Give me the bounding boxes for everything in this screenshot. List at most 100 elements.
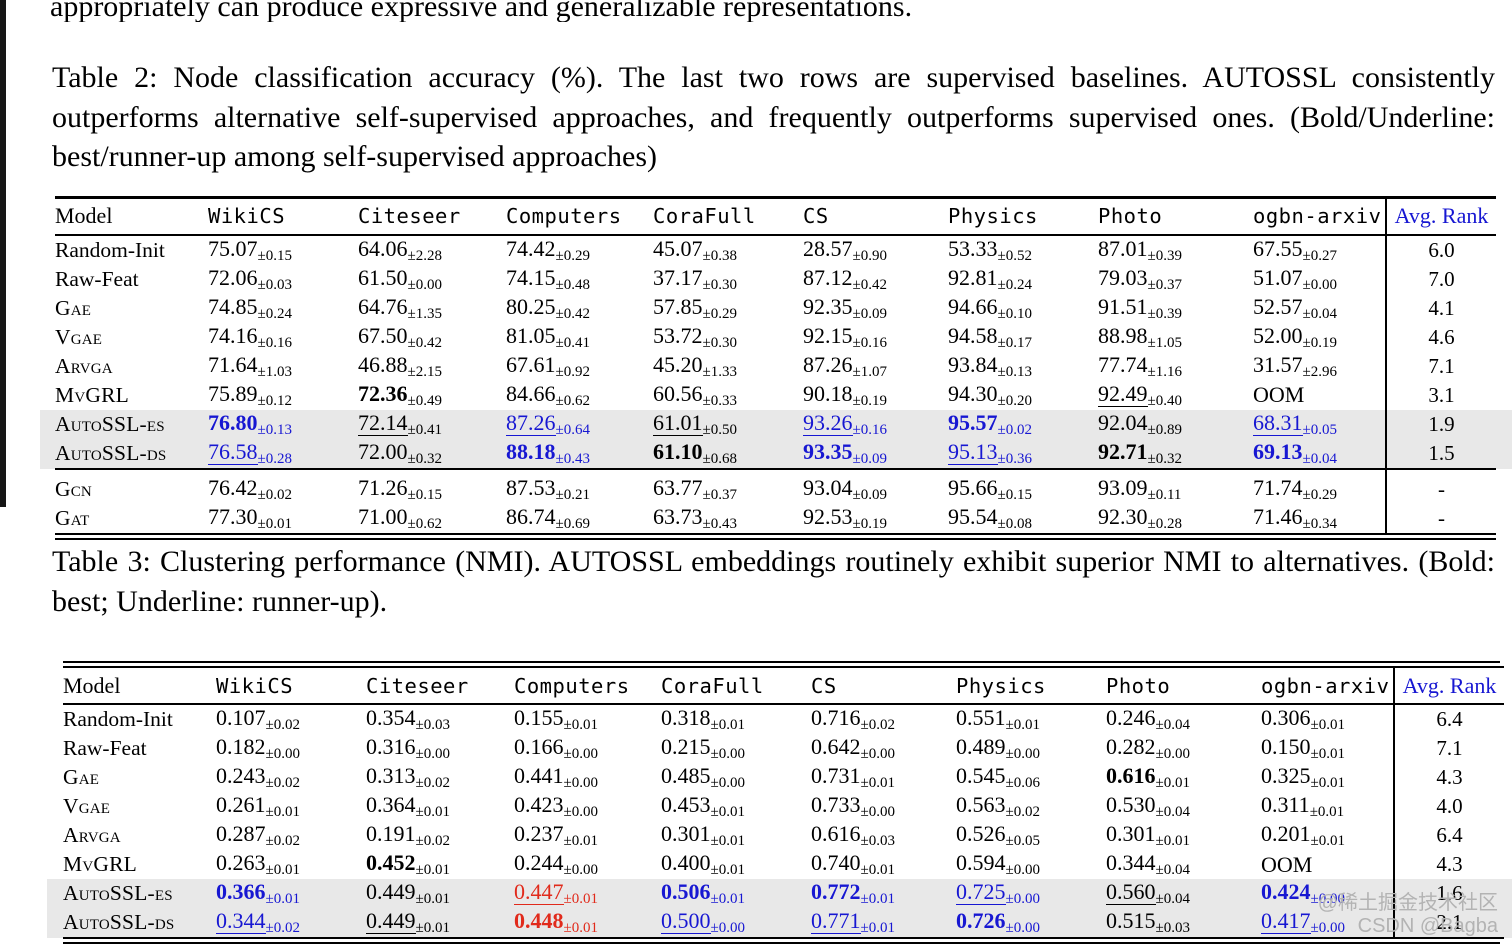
table2-header: Model WikiCS Citeseer Computers CoraFull CS Ph… [55,197,1496,236]
metric-cell: 69.13±0.04 [1253,438,1337,467]
metric-cell: 93.26±0.16 [803,409,887,438]
metric-cell: 75.07±0.15 [208,235,292,264]
metric-cell: OOM [1261,851,1313,877]
column-header-computers: Computers [514,667,661,705]
metric-cell: 87.53±0.21 [506,467,653,504]
metric-cell: 0.306±0.01 [1261,705,1345,734]
metric-cell: 0.366±0.01 [216,879,300,908]
model-name: AutoSSL-ds [55,440,167,465]
metric-cell: 95.13±0.36 [948,438,1032,467]
column-header-photo: Photo [1098,197,1253,236]
watermark-line1: @稀土掘金技术社区 [1317,892,1498,914]
header-row: Model WikiCS Citeseer Computers CoraFull CS Ph… [55,197,1496,236]
metric-cell: 0.155±0.01 [514,705,598,734]
model-name: Vgae [63,794,111,818]
metric-cell: 0.489±0.00 [956,734,1040,763]
metric-cell: 87.12±0.42 [803,264,887,293]
metric-cell: 64.76±1.35 [358,293,442,322]
metric-cell: 87.26±1.07 [803,351,887,380]
metric-cell: 74.16±0.16 [208,322,292,351]
column-header-photo: Photo [1106,667,1261,705]
metric-cell: 0.642±0.00 [811,734,895,763]
model-name: Gae [55,295,92,320]
metric-cell: 0.616±0.01 [1106,763,1190,792]
table-row-raw-feat: Raw-Feat 0.182±0.00 0.316±0.00 0.166±0.00 0.… [63,734,1504,763]
metric-cell: 53.33±0.52 [948,235,1032,264]
metric-cell: 52.57±0.04 [1253,293,1337,322]
metric-cell: 87.01±0.39 [1098,235,1182,264]
metric-cell: 74.15±0.48 [506,264,590,293]
metric-cell: 92.35±0.09 [803,293,887,322]
metric-cell: 0.731±0.01 [811,763,895,792]
metric-cell: 80.25±0.42 [506,293,590,322]
metric-cell: 92.71±0.32 [1098,438,1182,467]
metric-cell: 57.85±0.29 [653,293,737,322]
table-row-autossl-es: AutoSSL-es 76.80±0.13 72.14±0.41 87.26±0.64… [55,409,1496,439]
table-row-mvgrl: MvGRL 75.89±0.12 72.36±0.49 84.66±0.62 60.56… [55,380,1496,410]
metric-cell: 95.57±0.02 [948,409,1032,438]
metric-cell: 0.449±0.01 [366,879,450,908]
table3: Model WikiCS Citeseer Computers CoraFull CS Ph… [63,666,1504,939]
metric-cell: 67.61±0.92 [506,351,590,380]
column-header-physics: Physics [956,667,1106,705]
metric-cell: 93.04±0.09 [803,467,948,504]
metric-cell: 92.15±0.16 [803,322,887,351]
column-header-cs: CS [811,667,956,705]
metric-cell: 71.46±0.34 [1253,503,1337,532]
metric-cell: 0.725±0.00 [956,879,1040,907]
highlight-band [47,879,1512,938]
metric-cell: 67.55±0.27 [1253,235,1337,264]
metric-cell: 91.51±0.39 [1098,293,1182,322]
metric-cell: 92.81±0.24 [948,264,1032,293]
metric-cell: 94.66±0.10 [948,293,1032,322]
metric-cell: 86.74±0.69 [506,503,590,532]
table-row-vgae: Vgae 74.16±0.16 67.50±0.42 81.05±0.41 53.72±… [55,322,1496,352]
table-row-gae: Gae 74.85±0.24 64.76±1.35 80.25±0.42 57.85±0… [55,293,1496,323]
metric-cell: 61.50±0.00 [358,264,442,293]
metric-cell: 92.49±0.40 [1098,380,1182,409]
metric-cell: 0.452±0.01 [366,850,450,879]
metric-cell: 92.04±0.89 [1098,409,1182,438]
avg-rank-cell: 6.0 [1385,234,1496,265]
metric-cell: 0.545±0.06 [956,763,1040,792]
column-header-wikics: WikiCS [208,197,358,236]
table-row-gae: Gae 0.243±0.02 0.313±0.02 0.441±0.00 0.485±0… [63,763,1504,792]
metric-cell: 51.07±0.00 [1253,264,1337,293]
avg-rank-cell: 4.3 [1393,763,1504,792]
metric-cell: 45.20±1.33 [653,351,737,380]
metric-cell: 0.246±0.04 [1106,705,1190,734]
metric-cell: 0.244±0.00 [514,850,598,879]
column-header-ogbn-arxiv: ogbn-arxiv [1261,667,1394,705]
metric-cell: 0.243±0.02 [216,763,300,792]
metric-cell: 94.30±0.20 [948,380,1032,409]
watermark-line2: CSDN @Bagba [1357,915,1498,937]
highlight-band [40,409,1512,469]
metric-cell: 72.06±0.03 [208,264,292,293]
metric-cell: 0.287±0.02 [216,821,300,850]
model-name: Arvga [63,823,121,847]
avg-rank-cell: 4.3 [1393,850,1504,879]
metric-cell: 95.54±0.08 [948,503,1032,532]
model-name: Raw-Feat [63,736,147,760]
table-row-gat: Gat 77.30±0.01 71.00±0.62 86.74±0.69 63.73±0… [55,503,1496,534]
avg-rank-cell: 7.0 [1385,264,1496,294]
metric-cell: 0.594±0.00 [956,850,1040,879]
table-row-arvga: Arvga 71.64±1.03 46.88±2.15 67.61±0.92 45.20… [55,351,1496,381]
table-row-random-init: Random-Init 75.07±0.15 64.06±2.28 74.42±0.2… [55,234,1496,265]
metric-cell: 46.88±2.15 [358,351,442,380]
metric-cell: 79.03±0.37 [1098,264,1182,293]
table3-caption: Table 3: Clustering performance (NMI). A… [52,545,1495,618]
table3-header: Model WikiCS Citeseer Computers CoraFull CS Ph… [63,667,1504,705]
model-name: Gae [63,765,100,789]
metric-cell: 0.311±0.01 [1261,792,1345,821]
metric-cell: 93.09±0.11 [1098,467,1253,504]
avg-rank-cell: 1.6 [1393,879,1504,908]
model-name: Gat [55,505,90,530]
column-header-cs: CS [803,197,948,236]
metric-cell: 0.740±0.01 [811,850,895,879]
metric-cell: 95.66±0.15 [948,467,1098,504]
metric-cell: 0.316±0.00 [366,734,450,763]
metric-cell: OOM [1253,382,1305,407]
table2-node-classification: Model WikiCS Citeseer Computers CoraFull CS Ph… [55,196,1496,540]
table-row-gcn: Gcn 76.42±0.02 71.26±0.15 87.53±0.21 63.77±0… [55,467,1496,504]
